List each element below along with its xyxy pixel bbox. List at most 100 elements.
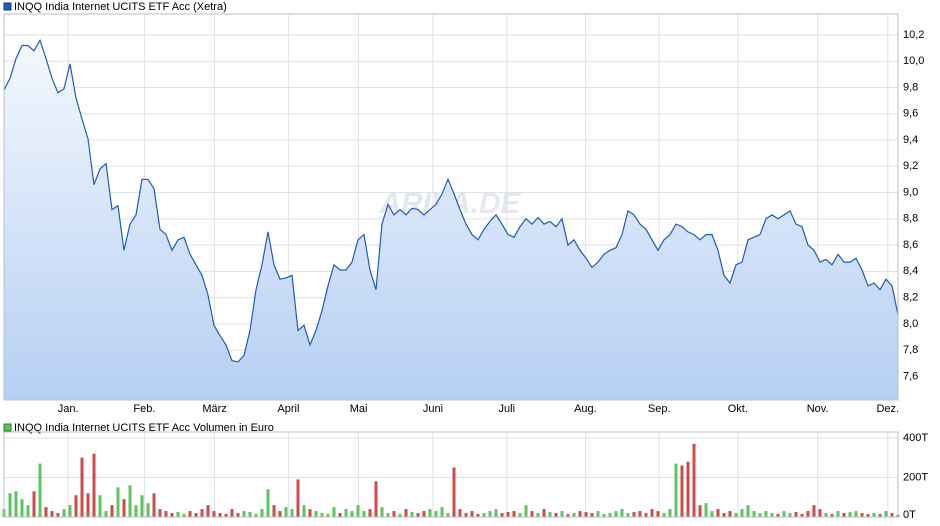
volume-bar <box>884 511 888 517</box>
volume-bar <box>812 505 816 517</box>
volume-bar <box>464 513 468 517</box>
volume-bar <box>50 511 54 517</box>
volume-bar <box>140 495 144 517</box>
volume-bar <box>524 505 528 517</box>
volume-bar <box>62 509 66 517</box>
volume-bar <box>554 513 558 517</box>
volume-bar <box>596 511 600 517</box>
volume-bar <box>68 505 72 517</box>
volume-bar <box>446 513 450 517</box>
volume-bar <box>806 511 810 517</box>
volume-bar <box>764 511 768 517</box>
volume-bar <box>110 505 114 517</box>
y-tick-label: 8,6 <box>903 239 918 251</box>
volume-bar <box>428 509 432 517</box>
volume-bar <box>338 513 342 517</box>
volume-bar <box>182 514 186 517</box>
volume-bar <box>44 507 48 517</box>
volume-bar <box>632 512 636 517</box>
volume-bar <box>92 453 96 517</box>
x-tick-label: Mai <box>350 403 368 415</box>
volume-bar <box>236 513 240 517</box>
volume-bar <box>650 509 654 517</box>
volume-bar <box>848 512 852 517</box>
volume-bar <box>494 509 498 517</box>
x-tick-label: Sep. <box>648 403 671 415</box>
x-tick-label: Juni <box>423 403 443 415</box>
volume-bar <box>470 511 474 517</box>
volume-bar <box>560 511 564 517</box>
volume-bar <box>674 463 678 517</box>
volume-bar <box>776 514 780 517</box>
volume-bar <box>578 511 582 517</box>
volume-bar <box>80 457 84 517</box>
volume-bar <box>890 513 894 517</box>
volume-bar <box>224 514 228 517</box>
legend-label: INQQ India Internet UCITS ETF Acc (Xetra… <box>14 1 227 13</box>
x-tick-label: März <box>202 403 226 415</box>
volume-bar <box>824 513 828 517</box>
volume-bar <box>230 509 234 517</box>
x-tick-label: Juli <box>499 403 516 415</box>
volume-bar <box>26 505 30 517</box>
volume-bar <box>38 463 42 517</box>
volume-bar <box>686 461 690 517</box>
volume-bar <box>86 493 90 517</box>
volume-bar <box>878 514 882 517</box>
y-tick-label: 7,8 <box>903 344 918 356</box>
volume-bar <box>836 511 840 517</box>
volume-bar <box>290 509 294 517</box>
volume-bar <box>386 513 390 517</box>
y-tick-label: 9,6 <box>903 108 918 120</box>
volume-bar <box>530 511 534 517</box>
volume-bar <box>818 509 822 517</box>
volume-bar <box>476 514 480 517</box>
x-tick-label: Dez. <box>876 403 899 415</box>
volume-bar <box>620 509 624 517</box>
volume-bar <box>626 513 630 517</box>
volume-bar <box>548 512 552 517</box>
volume-bar <box>728 511 732 517</box>
volume-bar <box>272 505 276 517</box>
y-tick-label: 10,2 <box>903 29 924 41</box>
volume-bar <box>512 511 516 517</box>
volume-bar <box>656 511 660 517</box>
volume-bar <box>422 511 426 517</box>
y-tick-label: 8,8 <box>903 213 918 225</box>
volume-bar <box>416 513 420 517</box>
volume-bar <box>200 509 204 517</box>
volume-bar <box>854 511 858 517</box>
volume-bar <box>500 513 504 517</box>
y-tick-label: 8,2 <box>903 291 918 303</box>
volume-bar <box>362 511 366 517</box>
volume-bar <box>410 512 414 517</box>
volume-bar <box>32 491 36 517</box>
volume-bar <box>242 511 246 517</box>
volume-bar <box>8 493 12 517</box>
volume-bar <box>572 513 576 517</box>
volume-bar <box>740 509 744 517</box>
volume-bar <box>536 513 540 517</box>
price-line <box>3 38 899 363</box>
volume-bar <box>668 509 672 517</box>
volume-bar <box>188 511 192 517</box>
volume-bar <box>308 509 312 517</box>
volume-bar <box>860 513 864 517</box>
volume-bar <box>638 511 642 517</box>
volume-bar <box>194 513 198 517</box>
volume-bar <box>794 512 798 517</box>
volume-bar <box>602 514 606 517</box>
volume-bar <box>344 509 348 517</box>
volume-bar <box>692 443 696 517</box>
volume-bar <box>302 505 306 517</box>
x-tick-label: Jan. <box>58 403 79 415</box>
volume-bar <box>662 513 666 517</box>
legend-swatch <box>3 2 12 11</box>
x-tick-label: Okt. <box>728 403 748 415</box>
volume-bar <box>482 513 486 517</box>
volume-bar <box>872 513 876 517</box>
volume-bar <box>254 514 258 517</box>
volume-bar <box>680 465 684 517</box>
volume-bar <box>398 514 402 517</box>
